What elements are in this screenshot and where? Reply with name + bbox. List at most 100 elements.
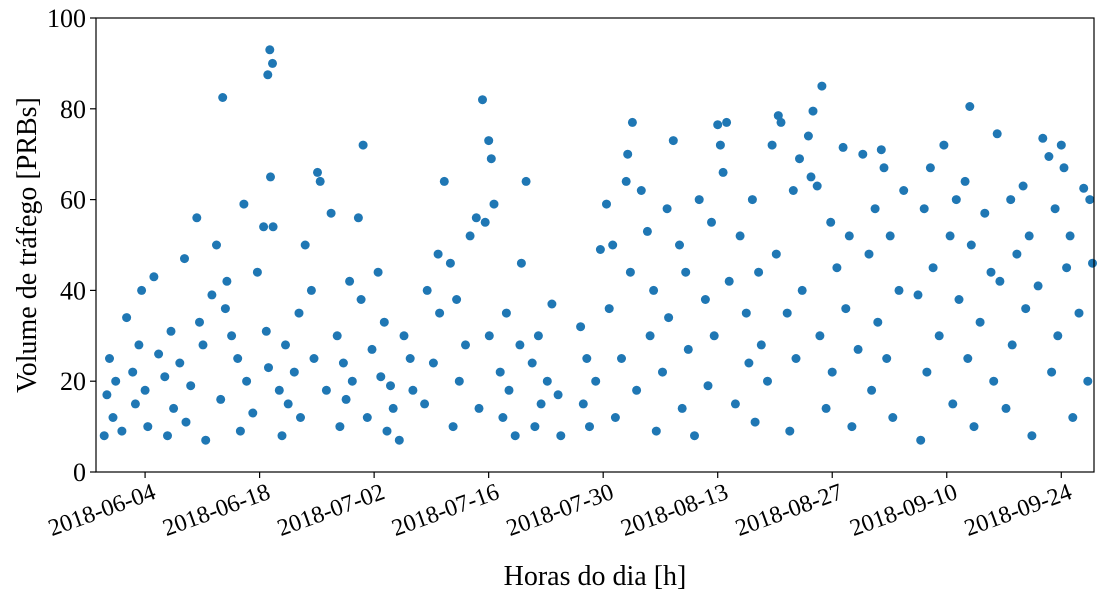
- data-point: [876, 145, 886, 155]
- data-point: [700, 295, 710, 304]
- data-point: [373, 267, 383, 277]
- plot-frame: [95, 17, 1095, 473]
- x-tick-label: 2018-09-24: [961, 479, 1075, 542]
- data-point: [239, 199, 249, 209]
- data-point: [899, 186, 909, 195]
- data-point: [281, 340, 290, 350]
- data-point: [838, 142, 848, 152]
- y-tick-label: 100: [47, 4, 86, 33]
- data-point: [1056, 140, 1066, 150]
- data-point: [980, 208, 990, 218]
- y-tick-label: 0: [73, 458, 86, 487]
- data-point: [379, 317, 389, 327]
- data-point: [724, 276, 734, 286]
- data-point: [1047, 367, 1057, 377]
- data-point: [465, 231, 475, 241]
- data-point: [791, 354, 801, 363]
- data-point: [521, 176, 531, 186]
- data-point: [621, 176, 631, 186]
- data-point: [1007, 340, 1017, 350]
- data-point: [422, 285, 432, 295]
- data-point: [668, 136, 678, 146]
- y-axis-label: Volume de tráfego [PRBs]: [12, 97, 43, 393]
- data-point: [335, 422, 345, 432]
- data-point: [913, 290, 923, 300]
- data-point: [882, 354, 892, 363]
- data-point: [154, 349, 164, 359]
- data-point: [617, 354, 626, 363]
- data-point: [954, 295, 964, 304]
- data-point: [420, 399, 430, 409]
- data-point: [259, 222, 269, 232]
- data-point: [263, 70, 273, 80]
- x-tick-label: 2018-09-10: [847, 479, 961, 542]
- data-point: [681, 267, 691, 277]
- data-point: [808, 106, 818, 116]
- data-point: [264, 363, 273, 373]
- data-point: [277, 431, 287, 441]
- data-point: [989, 376, 999, 386]
- data-point: [754, 267, 764, 277]
- data-point: [242, 376, 252, 386]
- data-point: [795, 154, 804, 164]
- data-point: [338, 358, 348, 368]
- data-point: [345, 276, 355, 286]
- data-point: [306, 285, 316, 295]
- data-point: [782, 308, 792, 318]
- data-point: [867, 385, 877, 395]
- data-point: [1044, 152, 1054, 161]
- data-point: [948, 399, 958, 409]
- data-point: [388, 403, 398, 413]
- data-point: [925, 163, 935, 173]
- data-point: [108, 413, 118, 422]
- data-point: [879, 163, 889, 173]
- x-tick-label: 2018-08-27: [732, 479, 846, 542]
- data-point: [826, 217, 836, 227]
- data-point: [1085, 195, 1095, 205]
- x-axis-ticks: 2018-06-04 2018-06-18 2018-07-02 2018-07-16…: [45, 472, 1075, 542]
- data-point: [216, 394, 226, 404]
- data-point: [1068, 413, 1078, 422]
- data-point: [602, 199, 611, 209]
- data-point: [252, 267, 262, 277]
- data-point: [553, 390, 563, 400]
- data-point: [747, 195, 757, 205]
- x-axis-label: Horas do dia [h]: [504, 561, 687, 590]
- data-point: [756, 340, 766, 350]
- data-point: [220, 304, 230, 314]
- data-point: [181, 417, 191, 427]
- data-point: [1024, 231, 1034, 241]
- data-point: [332, 331, 342, 341]
- data-point: [542, 376, 552, 386]
- data-point: [919, 204, 929, 214]
- data-point: [289, 367, 299, 377]
- data-point: [452, 295, 462, 304]
- data-point: [486, 154, 496, 164]
- data-point: [1059, 163, 1069, 173]
- data-point: [649, 285, 659, 295]
- data-point: [709, 331, 719, 341]
- data-point: [1083, 376, 1093, 386]
- data-point: [536, 399, 546, 409]
- data-point: [730, 399, 740, 409]
- data-point: [578, 399, 588, 409]
- data-point: [484, 136, 494, 146]
- data-point: [690, 431, 699, 441]
- data-point: [471, 213, 481, 223]
- data-point: [99, 431, 109, 441]
- data-point: [498, 413, 508, 422]
- data-point: [102, 390, 112, 400]
- data-point: [885, 231, 895, 241]
- y-tick-label: 60: [60, 186, 86, 215]
- data-point: [864, 249, 874, 259]
- data-point: [939, 140, 949, 150]
- data-point: [362, 413, 372, 422]
- data-point: [1018, 181, 1028, 191]
- data-point: [960, 176, 970, 186]
- data-point: [1088, 258, 1097, 268]
- data-point: [175, 358, 185, 368]
- data-point: [478, 95, 487, 105]
- data-point: [662, 204, 672, 214]
- data-point: [527, 358, 537, 368]
- data-point: [300, 240, 310, 250]
